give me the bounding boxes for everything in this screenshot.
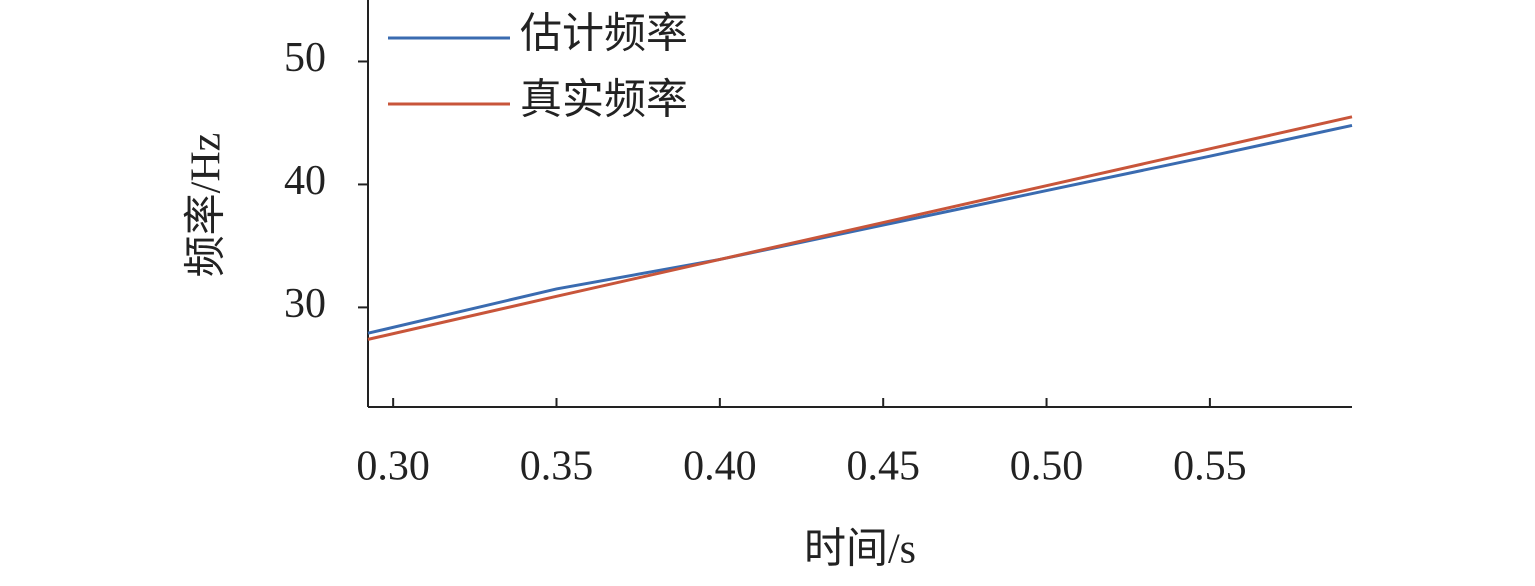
y-tick-label: 30	[284, 281, 326, 327]
y-tick-label: 50	[284, 35, 326, 81]
legend-label: 估计频率	[520, 11, 688, 58]
x-tick-label: 0.45	[846, 444, 920, 490]
y-tick-label: 40	[284, 158, 326, 204]
x-axis-label: 时间/s	[804, 527, 916, 573]
x-tick-label: 0.40	[683, 444, 757, 490]
x-tick-label: 0.30	[356, 444, 430, 490]
x-tick-label: 0.55	[1173, 444, 1247, 490]
legend-label: 真实频率	[520, 77, 688, 124]
y-axis-label: 频率/Hz	[183, 133, 230, 278]
x-tick-label: 0.35	[520, 444, 594, 490]
x-tick-label: 0.50	[1010, 444, 1084, 490]
line-series	[367, 123, 1353, 335]
line-series	[367, 115, 1353, 341]
